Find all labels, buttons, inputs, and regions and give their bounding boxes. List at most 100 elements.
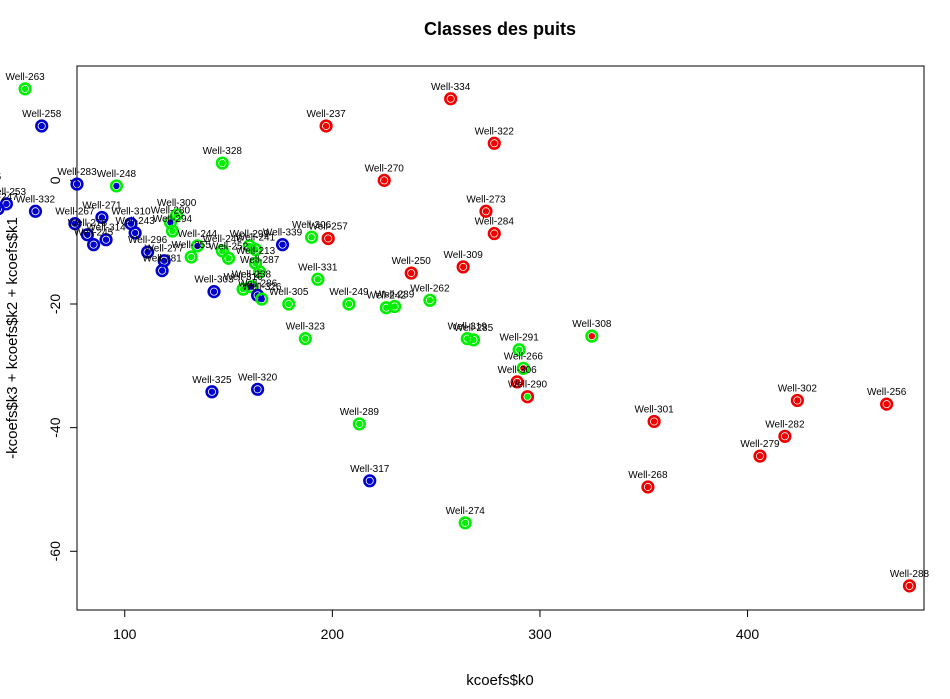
data-point <box>35 119 49 133</box>
point-dot <box>470 336 477 344</box>
point-label: Well-213 <box>236 246 276 257</box>
point-ring <box>510 375 524 389</box>
point-label: Well-263 <box>5 72 45 83</box>
data-point <box>479 204 493 218</box>
point-dot <box>21 85 29 93</box>
point-dot <box>169 227 176 235</box>
point-dot <box>210 288 218 295</box>
point-dot <box>84 231 91 238</box>
point-ring <box>87 238 101 252</box>
point-label: Well-301 <box>634 404 674 415</box>
point-label: Well-274 <box>446 506 486 517</box>
point-ring <box>255 292 269 306</box>
point-label: Well-308 <box>572 319 612 330</box>
point-dot <box>38 122 45 130</box>
data-point <box>456 260 470 274</box>
data-point <box>423 293 437 307</box>
data-point <box>520 390 535 404</box>
point-dot <box>3 200 10 208</box>
data-point <box>236 282 250 296</box>
point-dot <box>447 95 454 102</box>
point-dot <box>462 519 469 527</box>
point-ring <box>388 299 402 314</box>
data-point <box>70 177 84 191</box>
data-point <box>319 119 333 133</box>
point-dot <box>781 433 789 440</box>
point-dot <box>127 220 135 227</box>
data-point <box>342 297 356 311</box>
point-dot <box>345 300 353 308</box>
data-point <box>275 238 290 252</box>
point-ring <box>80 228 94 242</box>
point-ring <box>68 217 82 231</box>
point-label: Well-322 <box>475 126 515 137</box>
data-point <box>753 449 767 463</box>
data-point <box>99 233 113 247</box>
data-point <box>352 417 366 431</box>
point-dot <box>239 285 247 293</box>
point-ring <box>404 266 418 280</box>
point-label: Well-243 <box>115 216 155 227</box>
point-dot <box>491 230 498 237</box>
point-dot <box>356 420 363 428</box>
point-dot <box>160 257 168 264</box>
point-dot <box>131 229 139 237</box>
point-dot <box>588 332 596 340</box>
point-ring <box>205 385 219 399</box>
point-ring <box>221 251 236 265</box>
point-labels: Well-263Well-258Well-251Well-318Well-265… <box>0 72 930 580</box>
point-ring <box>487 226 501 241</box>
point-ring <box>319 119 333 133</box>
data-point <box>184 250 198 264</box>
point-label: Well-273 <box>466 194 506 205</box>
point-label: Well-331 <box>298 262 338 273</box>
data-point <box>0 202 5 216</box>
point-label: Well-326 <box>242 282 282 293</box>
point-dot <box>219 159 226 167</box>
point-label: Well-296 <box>128 235 168 246</box>
point-label: Well-302 <box>778 383 818 394</box>
data-point <box>190 239 205 253</box>
point-dot <box>71 220 79 227</box>
point-ring <box>753 449 767 463</box>
point-dot <box>279 241 286 248</box>
data-point <box>165 224 180 238</box>
point-label: Well-267 <box>55 207 95 218</box>
point-dot <box>408 269 415 277</box>
data-point <box>304 230 319 244</box>
data-point <box>253 265 267 279</box>
point-ring <box>520 390 535 404</box>
point-ring <box>99 233 113 247</box>
point-ring <box>423 293 437 307</box>
point-label: Well-250 <box>392 256 432 267</box>
data-point <box>68 217 82 231</box>
point-ring <box>641 480 655 494</box>
data-point <box>458 516 472 530</box>
point-ring <box>282 297 296 311</box>
point-label: Well-319 <box>448 322 488 333</box>
point-label: Well-314 <box>86 223 126 234</box>
data-point <box>18 82 32 96</box>
data-points <box>0 82 917 593</box>
point-label: Well-316 <box>223 272 263 283</box>
point-label: Well-317 <box>350 464 390 475</box>
point-ring <box>647 414 661 429</box>
point-label: Well-277 <box>145 244 185 255</box>
point-label: Well-282 <box>765 419 805 430</box>
data-point <box>87 238 101 252</box>
point-label: Well-239 <box>375 289 415 300</box>
point-ring <box>190 239 205 253</box>
data-point <box>255 292 269 306</box>
point-ring <box>311 272 325 286</box>
point-dot <box>381 177 388 184</box>
point-ring <box>35 119 49 133</box>
point-label: Well-291 <box>500 333 540 344</box>
point-label: Well-283 <box>57 167 97 178</box>
x-tick-label: 200 <box>321 626 345 642</box>
point-ring <box>236 282 250 296</box>
point-label: Well-276 <box>68 218 108 229</box>
data-point <box>221 251 236 265</box>
point-label: Well-299 <box>230 229 270 240</box>
point-dot <box>194 242 201 250</box>
data-point <box>880 397 894 411</box>
